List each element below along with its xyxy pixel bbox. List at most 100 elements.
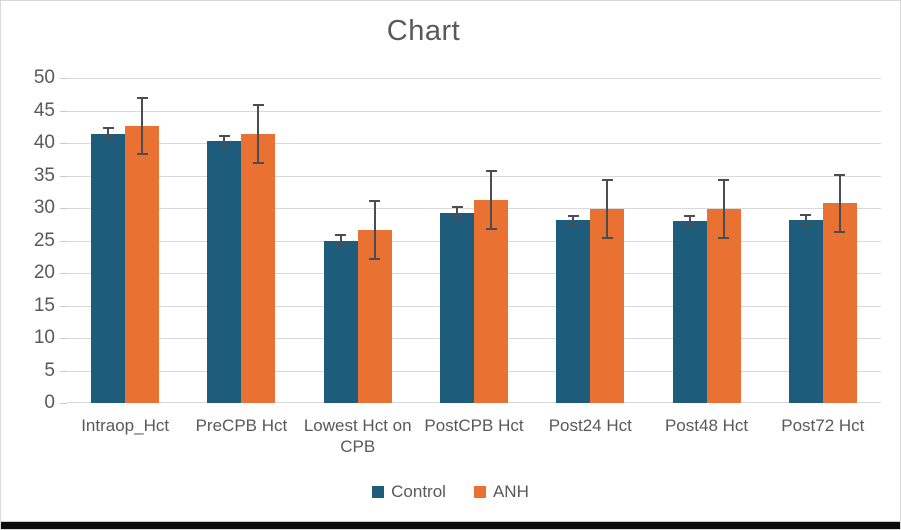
error-bar-cap xyxy=(834,173,846,176)
error-bar xyxy=(804,213,807,226)
y-tick-label: 15 xyxy=(33,294,55,316)
error-bar xyxy=(838,173,841,234)
error-bar-cap xyxy=(684,215,696,218)
y-tick-label: 50 xyxy=(33,67,55,88)
y-tick-label: 20 xyxy=(33,262,55,283)
bar-control xyxy=(788,219,823,403)
error-bar xyxy=(490,170,492,231)
error-bar-cap xyxy=(451,218,463,221)
y-tick-mark xyxy=(60,370,67,372)
error-bar-cap xyxy=(567,214,579,217)
error-bar-cap xyxy=(335,245,347,247)
bar-control xyxy=(323,240,358,403)
error-bar-cap xyxy=(567,224,579,227)
gridline xyxy=(67,143,881,144)
error-bar-cap xyxy=(800,213,812,216)
error-bar-cap xyxy=(218,134,230,137)
x-axis-labels: Intraop_Hct PreCPB Hct Lowest Hct on CPB Po… xyxy=(67,415,881,457)
x-category-label: PostCPB Hct xyxy=(424,416,524,435)
bar-control xyxy=(672,221,707,403)
y-tick-mark xyxy=(60,305,67,307)
error-bar-cap xyxy=(369,258,381,260)
error-bar xyxy=(572,214,575,227)
bar-control xyxy=(556,220,591,403)
error-bar-cap xyxy=(834,231,846,234)
x-category-label: Post24 Hct xyxy=(548,416,632,435)
error-bar-cap xyxy=(102,138,114,141)
error-bar-cap xyxy=(252,161,264,164)
error-bar xyxy=(606,178,609,239)
bar-control xyxy=(207,141,242,403)
legend: Control ANH xyxy=(1,482,900,502)
error-bar xyxy=(257,104,260,164)
legend-label: ANH xyxy=(492,482,529,501)
error-bar-cap xyxy=(218,145,230,148)
error-bar-cap xyxy=(800,223,812,226)
error-bar-cap xyxy=(136,153,148,156)
y-tick-label: 30 xyxy=(33,197,55,218)
error-bar xyxy=(339,234,342,247)
y-tick-label: 10 xyxy=(33,327,55,348)
plot-area xyxy=(67,78,881,403)
error-bar-cap xyxy=(102,127,114,130)
legend-label: Control xyxy=(391,482,446,501)
x-category-label: PreCPB Hct xyxy=(195,416,288,435)
x-category-label: Intraop_Hct xyxy=(81,416,170,435)
bar-control xyxy=(91,133,126,403)
y-tick-mark xyxy=(60,110,67,112)
error-bar-cap xyxy=(718,178,730,181)
gridline xyxy=(67,78,881,79)
error-bar-cap xyxy=(369,200,381,203)
error-bar-cap xyxy=(136,96,148,99)
error-bar xyxy=(456,206,458,221)
error-bar xyxy=(722,178,725,239)
legend-swatch xyxy=(372,486,385,498)
bar-anh xyxy=(590,208,625,403)
error-bar-cap xyxy=(601,236,613,239)
y-tick-label: 45 xyxy=(33,99,55,121)
y-tick-mark xyxy=(60,273,67,274)
error-bar-cap xyxy=(718,236,730,239)
bar-anh xyxy=(125,126,160,403)
gridline xyxy=(67,110,881,112)
error-bar xyxy=(373,200,376,260)
x-category-label: Post48 Hct xyxy=(664,416,749,435)
y-tick-mark xyxy=(60,175,67,177)
error-bar xyxy=(223,134,226,148)
y-tick-mark xyxy=(60,143,67,144)
error-bar-cap xyxy=(601,178,613,181)
bar-anh xyxy=(822,203,857,403)
error-bar-cap xyxy=(485,228,497,231)
y-tick-label: 40 xyxy=(33,132,55,153)
error-bar-cap xyxy=(485,170,497,173)
gridline xyxy=(67,175,881,177)
x-category-label: Post72 Hct xyxy=(781,416,865,435)
chart-title: Chart xyxy=(386,15,461,47)
y-tick-label: 35 xyxy=(33,164,55,186)
legend-item: Control xyxy=(372,482,446,502)
y-tick-label: 0 xyxy=(44,392,55,413)
error-bar-cap xyxy=(451,206,463,209)
legend-item: ANH xyxy=(473,482,529,502)
y-tick-label: 5 xyxy=(44,359,55,381)
y-tick-label: 25 xyxy=(33,229,55,251)
y-tick-mark xyxy=(60,78,67,79)
frame-bottom-divider xyxy=(1,521,900,522)
error-bar-cap xyxy=(252,104,264,106)
bottom-black-bar xyxy=(1,522,900,529)
error-bar-cap xyxy=(335,234,347,236)
error-bar xyxy=(141,96,144,156)
y-tick-mark xyxy=(60,403,67,404)
y-tick-mark xyxy=(60,338,67,339)
bar-control xyxy=(440,213,474,403)
error-bar xyxy=(107,127,110,141)
error-bar xyxy=(688,215,691,227)
bar-anh xyxy=(706,208,741,403)
error-bar-cap xyxy=(684,224,696,227)
bar-anh xyxy=(474,200,508,403)
bar-anh xyxy=(241,133,276,403)
legend-swatch xyxy=(473,486,486,498)
x-category-label: Lowest Hct on CPB xyxy=(303,416,412,456)
y-tick-mark xyxy=(60,240,67,242)
